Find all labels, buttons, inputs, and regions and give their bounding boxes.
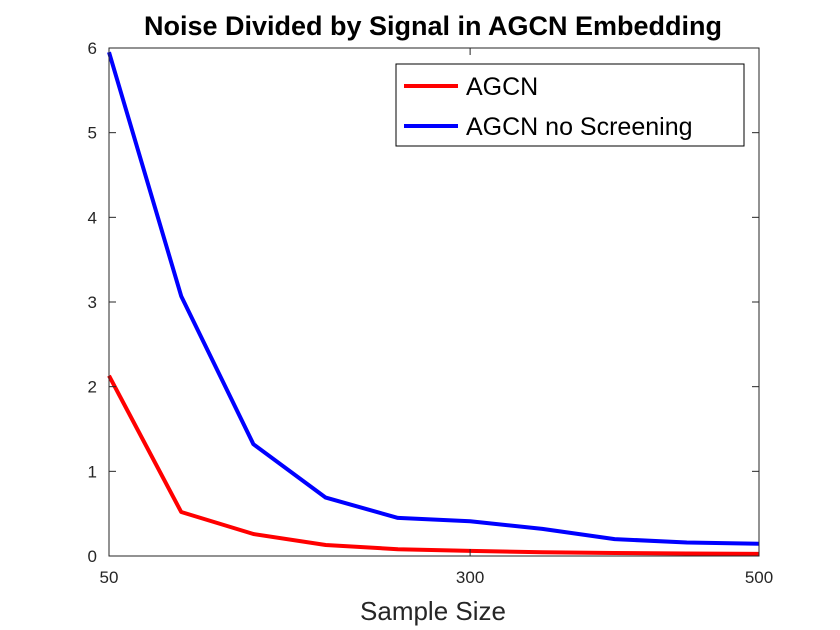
chart-title: Noise Divided by Signal in AGCN Embeddin… [144, 11, 722, 41]
y-tick-label: 5 [88, 124, 97, 143]
series-line-2 [107, 51, 760, 546]
x-axis-label: Sample Size [360, 596, 506, 626]
y-tick-label: 0 [88, 547, 97, 566]
y-tick-label: 4 [88, 208, 97, 227]
legend-label-2: AGCN no Screening [466, 113, 693, 141]
x-tick-label: 500 [745, 568, 773, 587]
series-line-1 [107, 374, 760, 556]
legend-box [395, 63, 745, 147]
x-tick-label: 50 [100, 568, 119, 587]
y-tick-label: 1 [88, 462, 97, 481]
series-layer [107, 51, 760, 556]
x-tick-label: 300 [456, 568, 484, 587]
tick-layer: 50 300 500 0 1 2 3 4 5 6 [88, 39, 774, 587]
legend-label-1: AGCN [466, 73, 538, 101]
y-tick-label: 2 [88, 378, 97, 397]
legend: AGCN AGCN no Screening [395, 63, 745, 147]
y-tick-label: 6 [88, 39, 97, 58]
y-tick-label: 3 [88, 293, 97, 312]
